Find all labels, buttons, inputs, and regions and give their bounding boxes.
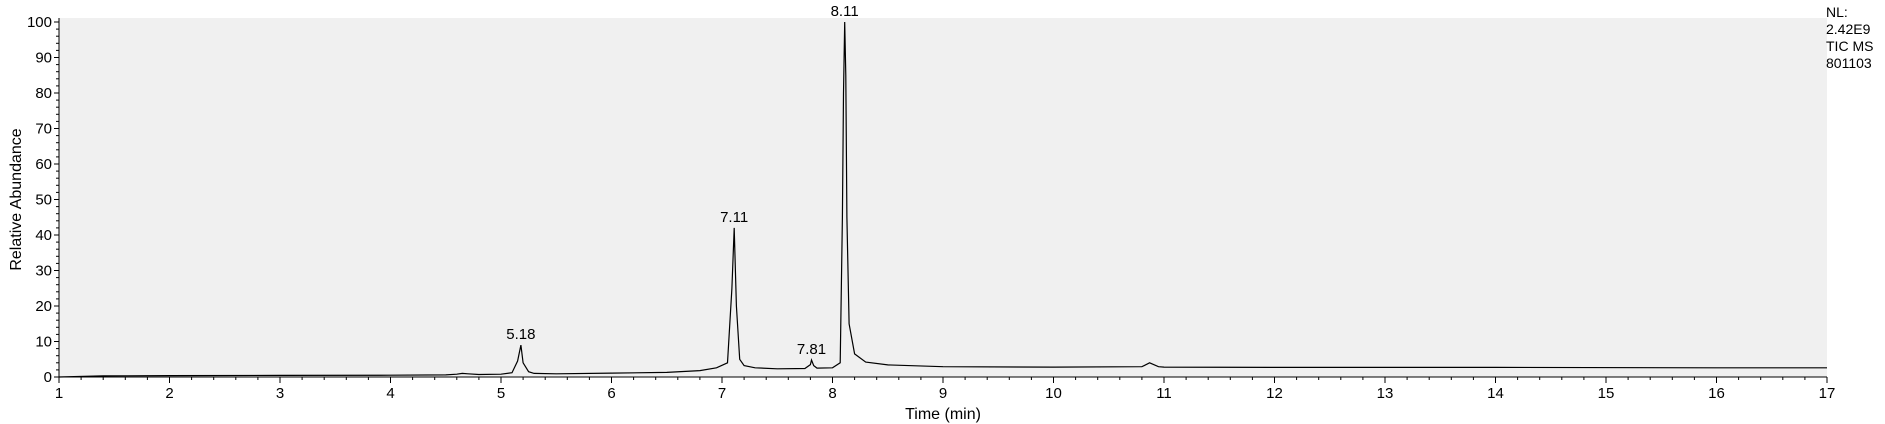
trace-info: NL: 2.42E9 TIC MS 801103 [1826,4,1873,72]
nl-value: 2.42E9 [1826,21,1871,37]
y-tick-label: 50 [35,192,52,209]
y-tick-label: 80 [35,85,52,102]
peak-label: 7.11 [720,209,748,226]
x-tick-label: 8 [828,385,836,402]
x-tick-label: 14 [1487,385,1504,402]
y-tick-label: 60 [35,156,52,173]
y-tick-label: 0 [44,369,52,386]
x-tick-label: 2 [165,385,173,402]
y-tick-label: 100 [27,14,52,31]
peak-label: 5.18 [506,326,535,343]
x-tick-label: 17 [1819,385,1836,402]
y-axis: 0 10 20 30 40 50 60 70 80 90 100 [27,14,59,386]
trace-type: TIC MS [1826,38,1874,54]
y-tick-label: 20 [35,298,52,315]
x-tick-label: 6 [607,385,615,402]
x-axis-title: Time (min) [905,406,981,423]
peak-label: 8.11 [831,3,859,20]
x-tick-label: 11 [1156,385,1172,402]
x-tick-label: 7 [718,385,726,402]
x-axis: 1 2 3 4 5 6 7 8 9 10 11 12 13 14 15 16 17 [55,377,1836,402]
y-axis-title: Relative Abundance [8,128,25,270]
plot-background [59,18,1827,377]
x-tick-label: 15 [1598,385,1615,402]
y-tick-label: 40 [35,227,52,244]
peak-label: 7.81 [797,341,826,358]
y-tick-label: 70 [35,121,52,138]
x-tick-label: 5 [497,385,505,402]
x-tick-label: 12 [1266,385,1283,402]
peak-labels: 5.18 7.11 7.81 8.11 [506,3,858,358]
x-tick-label: 4 [386,385,394,402]
y-tick-label: 90 [35,50,52,67]
x-tick-label: 3 [276,385,284,402]
x-tick-label: 16 [1708,385,1725,402]
nl-label: NL: [1826,4,1848,20]
x-tick-label: 10 [1045,385,1062,402]
y-tick-label: 30 [35,263,52,280]
series-line [58,21,1827,378]
sample-id: 801103 [1826,55,1872,71]
x-tick-label: 9 [939,385,947,402]
y-tick-label: 10 [35,334,52,351]
x-tick-label: 13 [1377,385,1394,402]
x-tick-label: 1 [55,385,63,402]
